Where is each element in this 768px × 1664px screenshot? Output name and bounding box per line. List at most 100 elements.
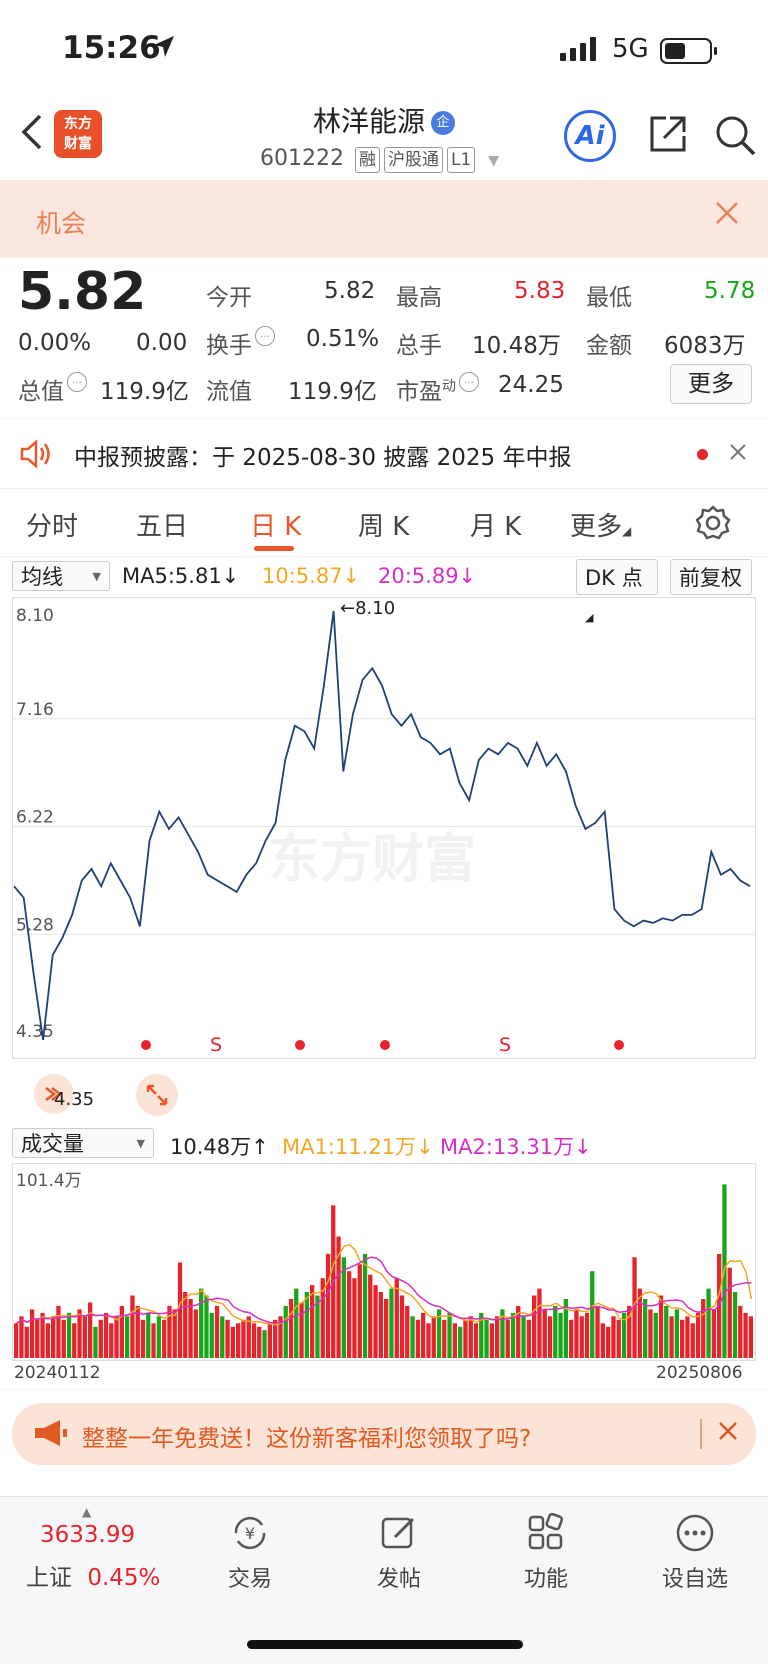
tab-more[interactable]: 更多◢ [570,512,632,542]
volume-indicator-select[interactable]: 成交量 ▼ [12,1128,154,1158]
volume-bar [489,1323,494,1358]
promo-text: 整整一年免费送！这份新客福利您领取了吗? [82,1426,532,1452]
promo-banner[interactable]: 整整一年免费送！这份新客福利您领取了吗? [12,1403,756,1465]
volume-bar [685,1316,690,1358]
indicator-select[interactable]: 均线 ▼ [12,561,110,591]
index-pct: 0.45% [87,1565,161,1591]
divider [0,488,768,489]
signal-icon [560,37,600,65]
volume-bar [125,1316,130,1358]
close-notice-button[interactable] [728,436,748,469]
volume-bar [162,1319,167,1358]
volume-bar [553,1305,558,1358]
index-row[interactable]: 上证 0.45% [26,1558,160,1592]
tab-monthly-k[interactable]: 月 K [470,512,522,542]
expand-icon[interactable] [136,1074,178,1116]
min-price-label: 4.35 [54,1089,95,1110]
volume-bar [447,1312,452,1358]
volume-bar [304,1292,309,1358]
tab-intraday[interactable]: 分时 [26,512,79,542]
watermark: 东方财富 [268,830,476,890]
settings-gear-icon[interactable] [694,504,732,546]
notice-text: 中报预披露：于 2025-08-30 披露 2025 年中报 [74,445,572,471]
ai-button[interactable]: Ai [564,110,616,162]
pe-value: 24.25 [498,372,564,398]
float-value: 119.9亿 [288,379,377,405]
info-icon[interactable]: … [459,372,479,392]
tab-five-day[interactable]: 五日 [136,512,189,542]
volume-bar [294,1288,299,1358]
app-logo[interactable]: 东方 财富 [54,110,102,158]
back-button[interactable] [18,112,46,162]
volume-chart[interactable] [12,1163,756,1361]
amount-value: 6083万 [664,333,746,359]
volume-ma2: MA2:13.31万↓ [440,1135,592,1159]
signal-dot [380,1040,390,1050]
info-icon[interactable]: … [67,372,87,392]
volume-bar [278,1316,283,1358]
nav-trade[interactable]: ¥ 交易 [195,1513,305,1593]
volume-bar [236,1323,241,1358]
close-opportunity-button[interactable] [712,196,742,237]
search-icon[interactable] [714,114,756,160]
volume-bar [98,1319,103,1358]
info-icon[interactable]: … [255,326,275,346]
tab-daily-k[interactable]: 日 K [250,512,302,542]
volume-bar [669,1316,674,1358]
nav-post-label: 发帖 [376,1567,421,1592]
tab-weekly-k[interactable]: 周 K [358,512,410,542]
volume-bar [230,1326,235,1358]
price-line [13,610,751,1041]
status-time: 15:26 [62,30,161,66]
volume-bar [151,1323,156,1358]
nav-add-watchlist[interactable]: 设自选 [640,1513,750,1593]
signal-sell-label: S [499,1034,511,1056]
jump-start-button[interactable] [34,1074,74,1114]
volume-bar [77,1309,82,1358]
volume-bar [251,1323,257,1358]
home-indicator [247,1640,523,1649]
chart-frame [12,597,756,1059]
index-value[interactable]: 3633.99 [40,1522,136,1548]
volume-bar [172,1309,177,1358]
volume-bar [220,1316,225,1358]
nav-functions-label: 功能 [523,1567,568,1592]
volume-bar [273,1319,278,1358]
volume-value: 10.48万 [472,333,561,359]
tag-margin: 融 [354,147,380,173]
price-chart[interactable]: 东方财富 8.10 7.16 6.22 5.28 4.35 S S [12,597,756,1123]
volume-bar [209,1312,214,1358]
dk-point-button[interactable]: DK 点◢ [576,559,658,624]
nav-post[interactable]: 发帖 [344,1513,454,1593]
notice-bar[interactable]: 中报预披露：于 2025-08-30 披露 2025 年中报 [0,420,768,488]
stock-title: 林洋能源企 [0,100,768,140]
more-quote-button[interactable]: 更多 [670,364,752,404]
volume-bar [394,1278,399,1358]
nav-functions[interactable]: 功能 [491,1512,601,1593]
opportunity-bar[interactable]: 机会 [0,180,768,258]
adjust-button[interactable]: 前复权 [670,559,752,595]
volume-bar [632,1257,637,1358]
volume-bar [532,1295,537,1358]
signal-dot [614,1040,624,1050]
max-price-label: ←8.10 [340,598,396,619]
tag-stock-connect: 沪股通 [383,147,443,173]
volume-bar [114,1316,119,1358]
volume-bar [336,1236,341,1358]
location-arrow-icon [151,34,177,64]
share-icon[interactable] [648,114,688,158]
active-tab-indicator [254,546,294,551]
volume-bar [463,1319,468,1358]
nav-add-watchlist-label: 设自选 [661,1567,728,1592]
stock-name: 林洋能源 [312,105,425,138]
close-banner-button[interactable] [714,1411,742,1459]
volume-bar [643,1299,648,1358]
volume-bar [399,1295,405,1358]
dropdown-arrow-icon[interactable]: ▼ [488,153,500,169]
battery-icon [660,38,717,64]
index-name: 上证 [26,1565,72,1591]
change-amount: 0.00 [136,330,188,356]
current-price: 5.82 [18,262,147,322]
volume-bar [547,1316,553,1358]
volume-bar [241,1319,246,1358]
